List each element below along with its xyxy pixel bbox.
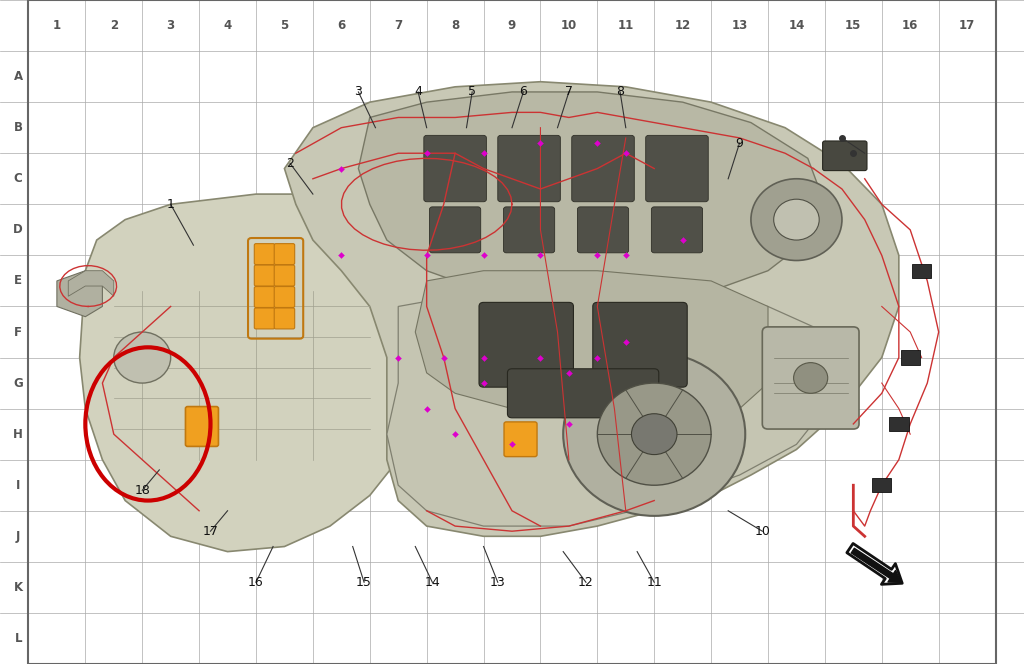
Text: 8: 8 [451, 19, 459, 32]
FancyBboxPatch shape [254, 287, 274, 307]
FancyBboxPatch shape [274, 244, 295, 264]
FancyBboxPatch shape [479, 302, 573, 387]
FancyBboxPatch shape [646, 135, 709, 202]
Text: 1: 1 [53, 19, 61, 32]
Polygon shape [387, 296, 825, 526]
FancyBboxPatch shape [593, 302, 687, 387]
Text: 2: 2 [286, 157, 294, 170]
Text: 9: 9 [735, 137, 743, 149]
Text: 8: 8 [616, 86, 624, 98]
FancyArrowPatch shape [847, 543, 902, 584]
Polygon shape [416, 271, 768, 424]
Text: 6: 6 [519, 86, 527, 98]
FancyBboxPatch shape [900, 351, 920, 365]
Text: 4: 4 [223, 19, 231, 32]
FancyBboxPatch shape [254, 265, 274, 286]
Circle shape [632, 414, 677, 455]
Text: 12: 12 [579, 576, 594, 589]
Text: C: C [14, 172, 23, 185]
Circle shape [563, 353, 745, 516]
Text: 17: 17 [959, 19, 975, 32]
Text: J: J [16, 530, 20, 542]
FancyBboxPatch shape [498, 135, 560, 202]
Text: 14: 14 [425, 576, 440, 589]
Text: 4: 4 [414, 86, 422, 98]
FancyBboxPatch shape [872, 478, 892, 493]
Circle shape [774, 199, 819, 240]
FancyBboxPatch shape [424, 135, 486, 202]
Text: 6: 6 [337, 19, 345, 32]
Text: F: F [14, 325, 23, 339]
FancyArrowPatch shape [851, 548, 901, 582]
FancyBboxPatch shape [504, 207, 555, 253]
Text: 13: 13 [489, 576, 506, 589]
Polygon shape [285, 82, 899, 537]
Text: 7: 7 [565, 86, 572, 98]
Text: 5: 5 [281, 19, 289, 32]
Text: 16: 16 [248, 576, 264, 589]
Text: 3: 3 [167, 19, 175, 32]
Text: B: B [13, 122, 23, 134]
Text: 3: 3 [354, 86, 362, 98]
Text: D: D [13, 223, 24, 236]
Text: 10: 10 [755, 525, 770, 538]
Text: G: G [13, 376, 24, 390]
FancyBboxPatch shape [822, 141, 867, 171]
Text: 7: 7 [394, 19, 402, 32]
Polygon shape [358, 92, 825, 296]
Text: I: I [16, 479, 20, 492]
Text: 13: 13 [731, 19, 748, 32]
Text: 15: 15 [356, 576, 372, 589]
Text: 1: 1 [167, 198, 175, 210]
Text: 16: 16 [902, 19, 919, 32]
Circle shape [114, 332, 171, 383]
FancyBboxPatch shape [762, 327, 859, 429]
FancyBboxPatch shape [578, 207, 629, 253]
Text: 18: 18 [134, 484, 151, 497]
Text: 5: 5 [468, 86, 476, 98]
Text: 2: 2 [110, 19, 118, 32]
FancyBboxPatch shape [429, 207, 480, 253]
Polygon shape [80, 194, 410, 552]
Text: H: H [13, 428, 24, 441]
Circle shape [597, 383, 711, 485]
Polygon shape [69, 271, 114, 296]
Text: 10: 10 [561, 19, 577, 32]
FancyBboxPatch shape [254, 244, 274, 264]
FancyBboxPatch shape [651, 207, 702, 253]
FancyBboxPatch shape [274, 308, 295, 329]
Text: 11: 11 [617, 19, 634, 32]
Text: A: A [13, 70, 23, 83]
FancyBboxPatch shape [274, 265, 295, 286]
Circle shape [751, 179, 842, 260]
Text: 11: 11 [646, 576, 663, 589]
FancyBboxPatch shape [571, 135, 634, 202]
Text: L: L [14, 632, 22, 645]
Text: 14: 14 [788, 19, 805, 32]
FancyBboxPatch shape [508, 369, 658, 418]
Text: 15: 15 [845, 19, 861, 32]
FancyBboxPatch shape [274, 287, 295, 307]
Circle shape [794, 363, 827, 393]
Polygon shape [57, 271, 102, 317]
FancyBboxPatch shape [504, 422, 537, 457]
FancyBboxPatch shape [889, 417, 908, 431]
Text: 9: 9 [508, 19, 516, 32]
FancyBboxPatch shape [912, 264, 931, 278]
FancyBboxPatch shape [185, 406, 218, 446]
Text: K: K [13, 581, 23, 594]
Text: E: E [14, 274, 23, 288]
FancyBboxPatch shape [254, 308, 274, 329]
Text: 17: 17 [203, 525, 218, 538]
Text: 12: 12 [675, 19, 691, 32]
